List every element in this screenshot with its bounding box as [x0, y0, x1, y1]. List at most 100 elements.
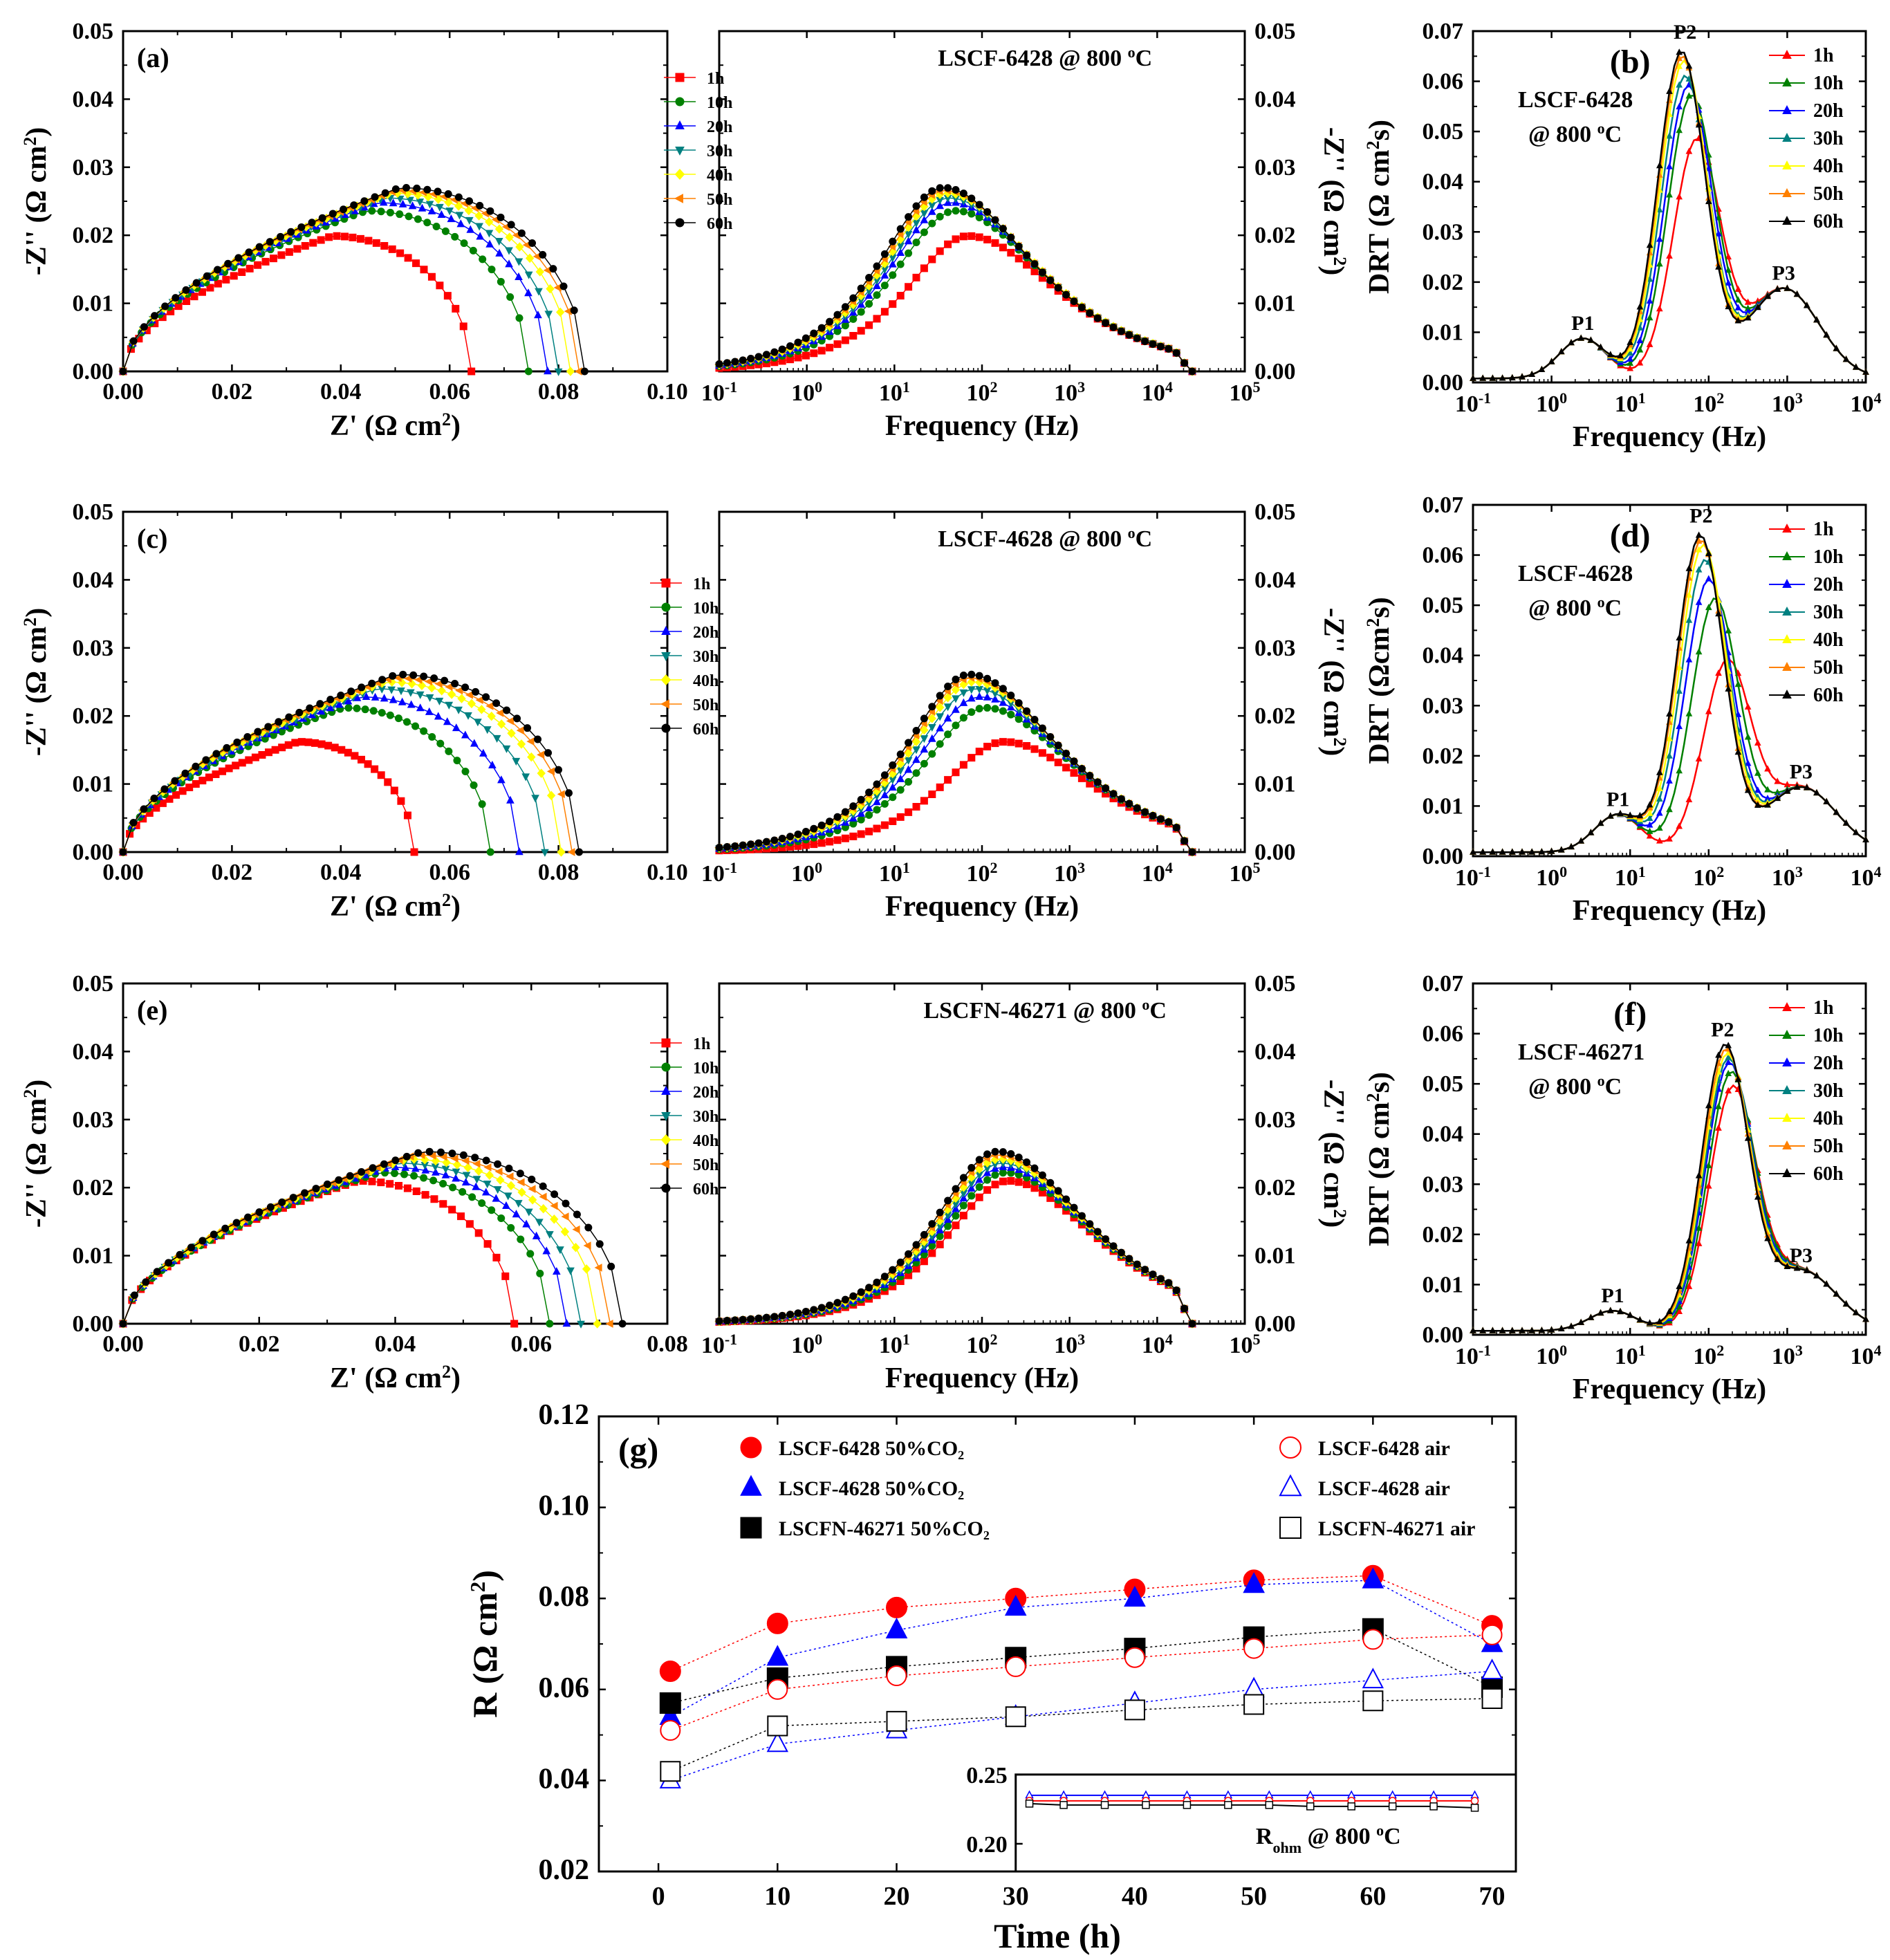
data-point-40h — [437, 686, 446, 696]
data-point-20h — [552, 1266, 561, 1275]
data-point-1h — [952, 1221, 960, 1230]
data-point-60h — [1133, 1260, 1141, 1268]
data-point-60h — [1015, 1153, 1023, 1161]
data-point-60h — [1180, 837, 1189, 845]
data-point-30h — [416, 198, 425, 207]
data-point-60h — [802, 334, 810, 342]
data-point-20h — [873, 797, 881, 806]
x-tick-label: 50 — [1241, 1882, 1267, 1911]
data-point-40h — [496, 1175, 505, 1185]
legend-label-60h: 60h — [693, 721, 719, 739]
legend-label-10h: 10h — [693, 1060, 719, 1078]
data-point — [886, 1665, 907, 1687]
data-point-20h — [425, 707, 434, 715]
legend-marker-10h — [675, 97, 685, 107]
data-point-30h — [387, 686, 396, 694]
x-tick-label: 100 — [791, 378, 822, 407]
legend-label-40h: 40h — [693, 1132, 719, 1150]
data-point-1h — [865, 827, 873, 835]
data-point-1h — [802, 351, 810, 360]
data-point-1h — [386, 1180, 394, 1188]
data-point-60h — [1086, 1220, 1094, 1228]
x-tick-label: 0.06 — [429, 860, 470, 885]
data-point-40h — [507, 728, 516, 738]
y-tick-label: 0.02 — [1423, 1222, 1464, 1248]
data-point-20h — [437, 210, 446, 219]
data-point-1h — [219, 767, 227, 775]
data-point-1h — [403, 811, 411, 820]
y-axis-label: -Z'' (Ω cm2) — [20, 1080, 53, 1228]
data-point-20h — [515, 272, 523, 280]
legend-label: LSCF-4628 air — [1318, 1477, 1450, 1500]
data-point-40h — [557, 847, 566, 857]
data-point-60h — [1695, 121, 1703, 128]
data-point-20h — [880, 270, 889, 279]
data-point-20h — [317, 707, 326, 715]
data-point-60h — [210, 1230, 218, 1239]
x-tick-label: 104 — [1142, 1331, 1173, 1359]
data-point-60h — [747, 840, 755, 849]
data-point-60h — [165, 1259, 173, 1267]
data-point-60h — [119, 1320, 127, 1328]
legend-marker-40h — [1782, 1113, 1792, 1122]
series-line — [670, 1634, 1492, 1731]
legend-label-60h: 60h — [1813, 211, 1844, 232]
x-tick-label: 104 — [1142, 378, 1173, 407]
data-point-10h — [507, 1223, 515, 1232]
x-tick-label: 60 — [1360, 1882, 1386, 1911]
data-point-60h — [1617, 1307, 1624, 1315]
legend-marker — [1279, 1474, 1302, 1497]
data-point-60h — [1165, 1279, 1173, 1287]
data-point-10h — [344, 704, 353, 712]
bode-chart-bode_a: 0.00 0.01 0.02 0.03 0.04 0.05 10-1 100 101 102 103… — [664, 19, 1351, 442]
data-point-10h — [967, 210, 976, 218]
data-point-1h — [1676, 1307, 1683, 1314]
data-point-20h — [959, 698, 968, 706]
data-point-10h — [368, 207, 376, 215]
data-point-60h — [181, 769, 189, 777]
data-point-40h — [1656, 784, 1663, 791]
data-point-1h — [225, 764, 233, 773]
data-point-1h — [920, 1257, 928, 1266]
data-point-20h — [505, 259, 513, 268]
x-tick-label: 103 — [1054, 1331, 1085, 1359]
data-point-1h — [936, 247, 944, 255]
data-point-20h — [515, 847, 524, 856]
data-point-20h — [532, 1231, 541, 1239]
data-point-60h — [1165, 818, 1173, 826]
data-point-60h — [778, 834, 786, 842]
data-point-60h — [833, 1299, 842, 1307]
data-point-1h — [1774, 777, 1781, 784]
data-point-60h — [1030, 260, 1039, 268]
data-point-1h — [165, 795, 174, 803]
data-point-10h — [1015, 715, 1023, 723]
legend-label-1h: 1h — [707, 70, 724, 88]
data-point-10h — [849, 315, 858, 323]
data-point-60h — [350, 201, 358, 210]
data-point-60h — [1499, 848, 1506, 855]
y-tick-label: 0.01 — [1254, 772, 1296, 797]
data-point-1h — [439, 1200, 447, 1208]
data-point-60h — [967, 670, 976, 678]
data-point-40h — [537, 768, 546, 778]
data-point-50h — [539, 1192, 547, 1201]
peak-label-P1: P1 — [1571, 312, 1594, 335]
data-point-60h — [1734, 317, 1742, 324]
data-point-60h — [1597, 1309, 1604, 1316]
data-point-60h — [1519, 373, 1526, 380]
data-point-1h — [304, 738, 313, 746]
inset-data-point — [1306, 1802, 1315, 1811]
data-point-60h — [999, 685, 1007, 693]
data-point-40h — [927, 714, 936, 723]
data-point-1h — [436, 281, 444, 290]
data-point-10h — [967, 1192, 976, 1200]
data-point-50h — [567, 848, 575, 856]
data-point-60h — [573, 1210, 581, 1219]
data-point-20h — [441, 1170, 450, 1178]
data-point-60h — [1093, 778, 1102, 786]
data-point-60h — [1695, 1172, 1703, 1178]
data-point — [1362, 1667, 1384, 1689]
x-tick-label: 20 — [884, 1882, 910, 1911]
data-point-1h — [390, 786, 398, 795]
data-point-1h — [817, 346, 826, 355]
